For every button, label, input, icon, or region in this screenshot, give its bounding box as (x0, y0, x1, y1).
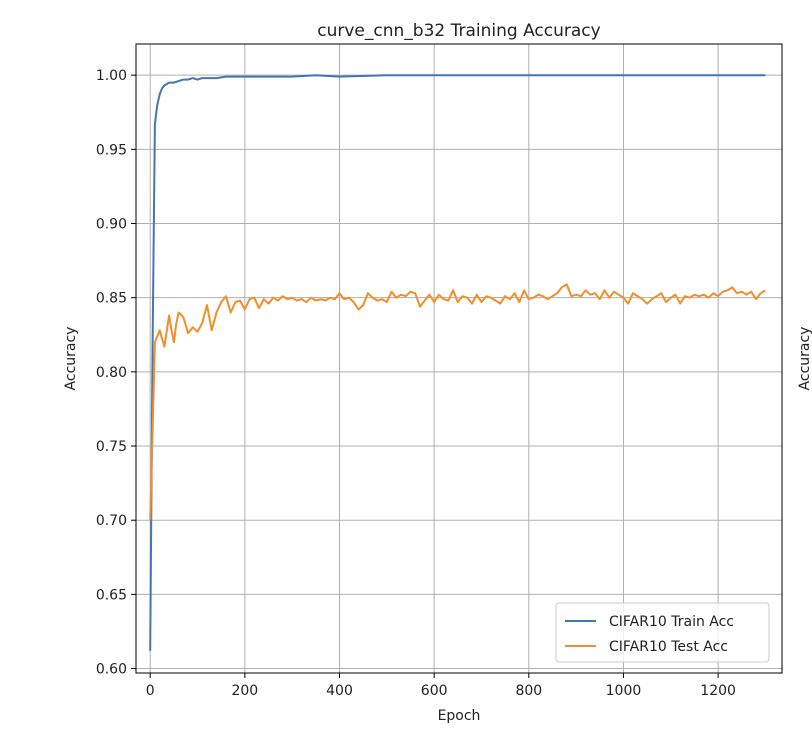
x-tick-label: 1000 (606, 683, 642, 699)
right-panel-y-axis-label: Accuracy (797, 327, 812, 391)
y-tick-label: 0.70 (96, 513, 127, 529)
y-tick-label: 0.65 (96, 587, 127, 603)
grid-layer (136, 44, 782, 673)
x-axis-label: Epoch (438, 708, 481, 724)
y-tick-label: 0.85 (96, 291, 127, 307)
y-tick-label: 0.75 (96, 439, 127, 455)
chart-title: curve_cnn_b32 Training Accuracy (317, 21, 600, 41)
y-tick-label: 0.80 (96, 365, 127, 381)
legend-label: CIFAR10 Test Acc (609, 639, 728, 655)
y-tick-label: 0.90 (96, 217, 127, 233)
x-tick-label: 400 (326, 683, 353, 699)
y-tick-label: 1.00 (96, 68, 127, 84)
series-layer (149, 74, 766, 651)
x-tick-label: 0 (146, 683, 155, 699)
series-line-0 (149, 74, 766, 651)
plot-frame (135, 43, 783, 674)
legend-box (555, 602, 770, 663)
x-tick-label: 1200 (700, 683, 736, 699)
legend-label: CIFAR10 Train Acc (609, 614, 734, 630)
y-axis-label: Accuracy (63, 327, 79, 391)
tick-layer: 0 200 400 600 800 1000 1200 0.60 0.65 0.70 0.75 0.8… (96, 68, 736, 699)
legend: CIFAR10 Train Acc CIFAR10 Test Acc (555, 602, 770, 663)
y-tick-label: 0.60 (96, 662, 127, 678)
series-line-1 (149, 283, 766, 521)
y-tick-label: 0.95 (96, 142, 127, 158)
x-tick-label: 800 (515, 683, 542, 699)
x-tick-label: 600 (421, 683, 448, 699)
x-tick-label: 200 (231, 683, 258, 699)
